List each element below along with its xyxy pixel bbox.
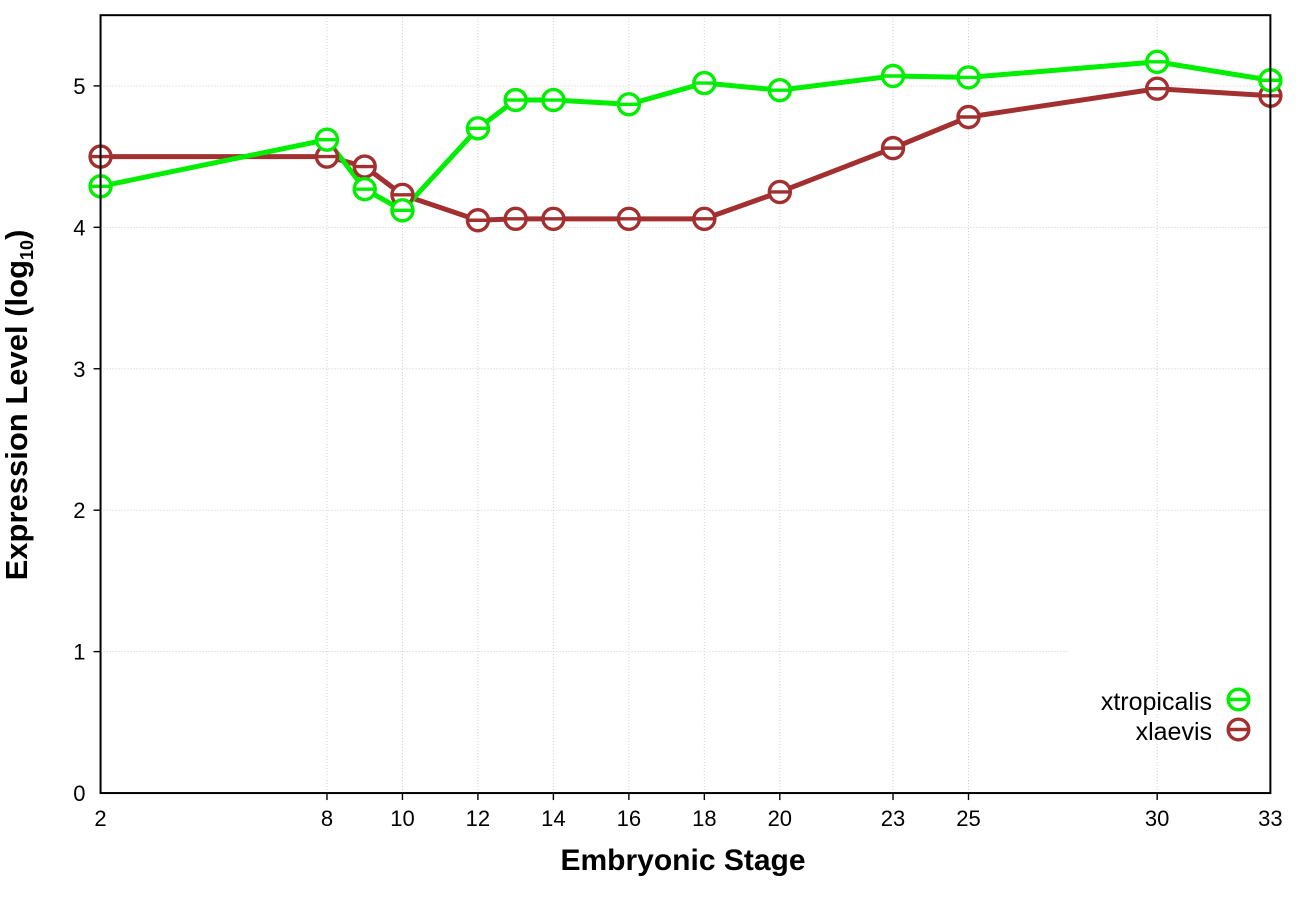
svg-text:18: 18 xyxy=(692,806,716,831)
svg-text:4: 4 xyxy=(73,215,85,240)
svg-text:20: 20 xyxy=(768,806,792,831)
svg-text:1: 1 xyxy=(73,640,85,665)
svg-text:14: 14 xyxy=(541,806,565,831)
svg-text:23: 23 xyxy=(881,806,905,831)
svg-text:3: 3 xyxy=(73,357,85,382)
svg-text:5: 5 xyxy=(73,74,85,99)
svg-text:30: 30 xyxy=(1145,806,1169,831)
svg-text:16: 16 xyxy=(617,806,641,831)
svg-text:25: 25 xyxy=(956,806,980,831)
svg-text:33: 33 xyxy=(1258,806,1282,831)
svg-text:10: 10 xyxy=(390,806,414,831)
svg-text:12: 12 xyxy=(466,806,490,831)
svg-text:8: 8 xyxy=(321,806,333,831)
svg-text:0: 0 xyxy=(73,781,85,806)
svg-text:2: 2 xyxy=(94,806,106,831)
svg-text:2: 2 xyxy=(73,498,85,523)
